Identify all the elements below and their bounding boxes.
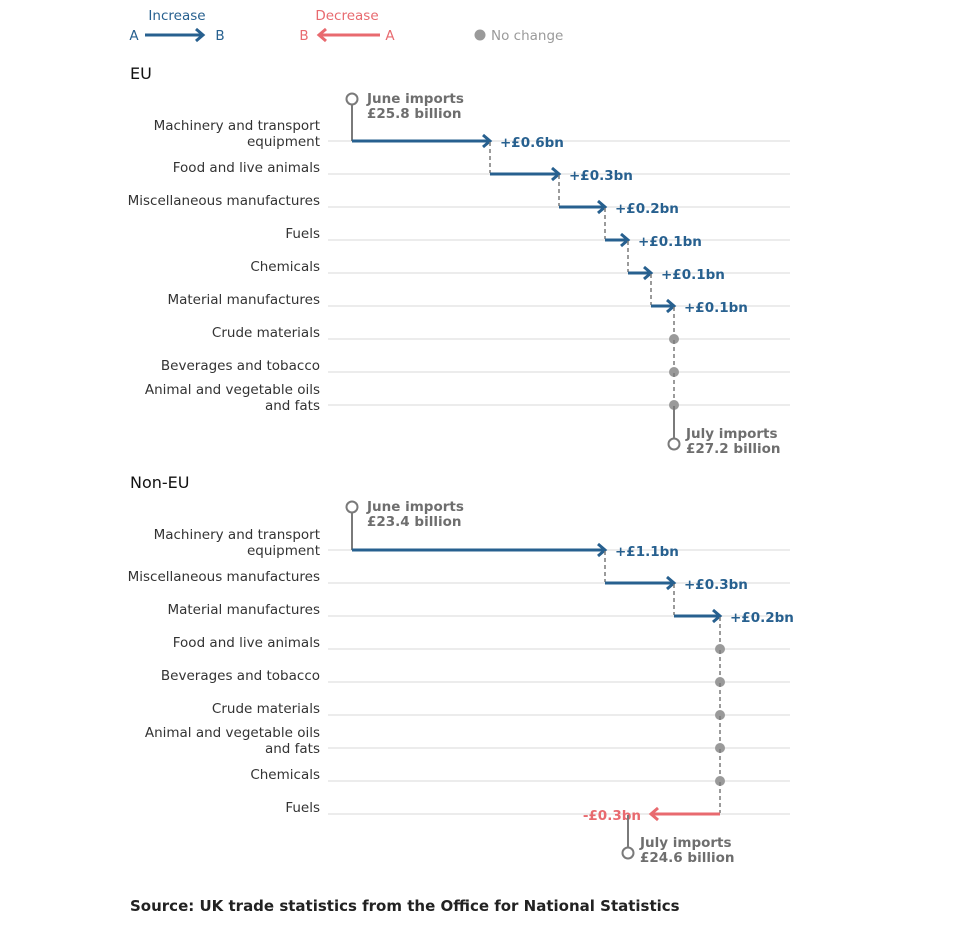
category-label-line: Animal and vegetable oils [145,382,320,398]
change-label: +£0.2bn [615,201,679,217]
end-marker [621,846,635,860]
change-label: +£0.1bn [661,267,725,283]
category-label: Fuels [285,800,320,816]
no-change-dot [715,677,725,687]
panel-title: EU [130,64,152,83]
arrowhead [643,265,654,281]
end-label: July imports [639,835,732,851]
legend-increase-from: A [129,28,139,44]
category-label: Chemicals [250,259,320,275]
no-change-dot [669,367,679,377]
category-label-line: equipment [247,543,320,559]
no-change-dot [715,776,725,786]
start-marker [345,92,359,106]
legend-decrease-from: B [299,28,308,44]
legend-no-change-label: No change [491,28,563,44]
panel-non-eu: Non-EU Machinery and transport equipment Mi… [128,473,794,866]
end-marker [667,437,681,451]
change-label: +£0.1bn [684,300,748,316]
legend-decrease-to: A [385,28,395,44]
change-label: +£1.1bn [615,544,679,560]
end-label: July imports [685,426,778,442]
legend-decrease-arrowhead [316,27,327,43]
end-value-label: £27.2 billion [686,441,780,457]
arrowhead [597,199,608,215]
start-marker [345,500,359,514]
category-label: Material manufactures [167,602,320,618]
change-label: -£0.3bn [583,808,641,824]
category-label: Animal and vegetable oils and fats [145,382,320,414]
legend-increase-to: B [215,28,224,44]
category-label-line: Animal and vegetable oils [145,725,320,741]
arrowhead [712,608,723,624]
arrowhead [597,542,608,558]
category-label: Machinery and transport equipment [154,118,320,150]
category-label: Machinery and transport equipment [154,527,320,559]
end-value-label: £24.6 billion [640,850,734,866]
legend-increase-label: Increase [148,8,205,24]
no-change-dot [715,644,725,654]
arrowhead [551,166,562,182]
category-label: Chemicals [250,767,320,783]
category-label: Fuels [285,226,320,242]
legend-decrease-label: Decrease [315,8,378,24]
category-label-line: Machinery and transport [154,118,320,134]
category-label: Food and live animals [173,160,320,176]
category-label: Crude materials [212,325,320,341]
no-change-dot [669,400,679,410]
arrowhead [666,298,677,314]
change-label: +£0.2bn [730,610,794,626]
category-label: Beverages and tobacco [161,668,320,684]
legend-increase-arrowhead [195,27,206,43]
category-label: Miscellaneous manufactures [128,193,320,209]
start-value-label: £23.4 billion [367,514,461,530]
arrowhead [482,133,493,149]
category-label: Food and live animals [173,635,320,651]
category-label-line: equipment [247,134,320,150]
category-label-line: and fats [265,398,320,414]
no-change-dot [669,334,679,344]
source-note: Source: UK trade statistics from the Off… [130,897,680,915]
category-label: Miscellaneous manufactures [128,569,320,585]
arrowhead [666,575,677,591]
category-label: Animal and vegetable oils and fats [145,725,320,757]
change-label: +£0.1bn [638,234,702,250]
category-label-line: and fats [265,741,320,757]
start-value-label: £25.8 billion [367,106,461,122]
no-change-dot [715,710,725,720]
panel-eu: EU Machinery and transport equipment Food a… [128,64,790,457]
category-label: Beverages and tobacco [161,358,320,374]
change-label: +£0.3bn [684,577,748,593]
no-change-dot [715,743,725,753]
category-label-line: Machinery and transport [154,527,320,543]
change-label: +£0.3bn [569,168,633,184]
arrowhead [648,806,659,822]
category-label: Crude materials [212,701,320,717]
start-label: June imports [366,91,464,107]
category-label: Material manufactures [167,292,320,308]
legend-no-change-dot [474,29,486,41]
start-label: June imports [366,499,464,515]
legend: Increase A B Decrease B A No change [129,8,563,44]
panel-title: Non-EU [130,473,190,492]
change-label: +£0.6bn [500,135,564,151]
arrowhead [620,232,631,248]
